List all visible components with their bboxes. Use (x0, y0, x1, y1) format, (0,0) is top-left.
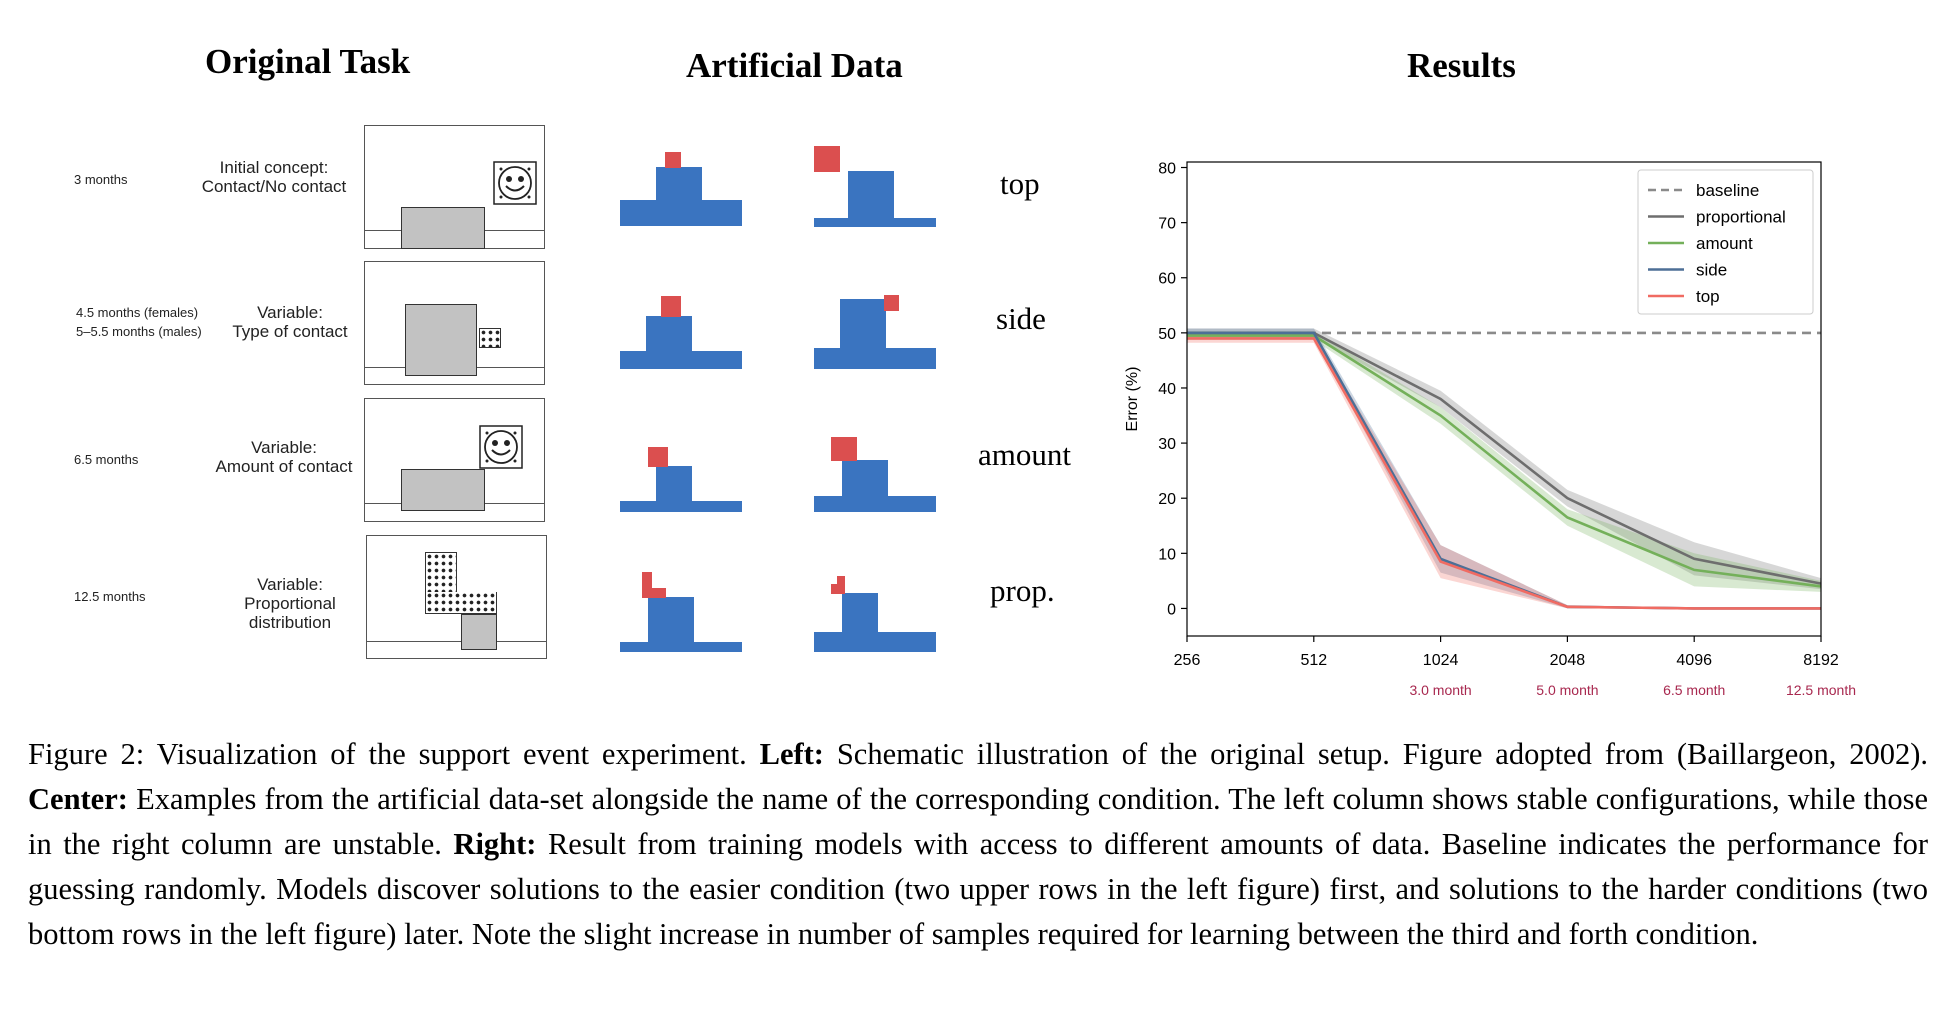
example-side-stable (620, 296, 742, 369)
caption-right-text: Result from training models with access … (28, 827, 1929, 951)
concept-label: Variable: Type of contact (220, 303, 360, 341)
age-label: 3 months (74, 170, 127, 189)
task-illustration-contact (364, 125, 545, 249)
concept-line: Amount of contact (215, 457, 353, 476)
box-block (401, 207, 485, 249)
age-label: 4.5 months (females) 5–5.5 months (males… (76, 303, 202, 341)
artificial-data-examples (620, 146, 936, 652)
caption-right-label: Right: (453, 827, 537, 861)
x-tick-label: 4096 (1676, 652, 1712, 669)
artificial-data-heading: Artificial Data (686, 46, 903, 85)
condition-label: side (996, 301, 1046, 336)
series-line-top (1187, 337, 1821, 610)
series-band-amount (1187, 331, 1821, 592)
y-tick-label: 10 (1158, 546, 1176, 563)
y-tick-label: 20 (1158, 491, 1176, 508)
concept-line: Variable: (257, 303, 323, 322)
clown-face-icon (479, 425, 523, 469)
example-prop-unstable (814, 576, 936, 652)
example-amount-unstable (814, 437, 936, 512)
box-block (461, 614, 497, 650)
y-tick-label: 80 (1158, 161, 1176, 178)
plot-frame (1186, 161, 1822, 637)
task-illustration-proportional (366, 535, 547, 659)
y-tick-label: 70 (1158, 216, 1176, 233)
concept-label: Variable: Amount of contact (208, 438, 360, 476)
x-tick-label: 1024 (1423, 652, 1459, 669)
example-amount-stable (620, 447, 742, 512)
y-tick-label: 0 (1167, 601, 1176, 618)
table-surface (367, 641, 546, 642)
age-line: 12.5 months (74, 589, 146, 604)
y-tick-label: 30 (1158, 436, 1176, 453)
task-illustration-amount (364, 398, 545, 522)
concept-line: Contact/No contact (201, 177, 347, 196)
figure-label: Figure 2: (28, 737, 145, 771)
caption-left-text: Schematic illustration of the original s… (836, 737, 1929, 771)
series-line-amount (1187, 334, 1822, 588)
patterned-block (425, 592, 497, 614)
y-axis-label: Error (%) (1124, 367, 1141, 432)
age-line: 3 months (74, 172, 128, 187)
age-line: 4.5 months (females) (76, 305, 199, 320)
example-side-unstable (814, 295, 936, 369)
legend-label-baseline: baseline (1696, 181, 1759, 200)
example-prop-stable (620, 572, 742, 652)
x-tick-label: 8192 (1803, 652, 1839, 669)
concept-line: Initial concept: (219, 158, 329, 177)
condition-label: amount (978, 437, 1071, 472)
concept-line: distribution (248, 613, 332, 632)
patterned-block (479, 328, 501, 348)
x-annotation-label: 12.5 month (1786, 682, 1856, 698)
concept-line: Proportional (244, 594, 336, 613)
results-heading: Results (1407, 46, 1516, 85)
caption-center-text: Examples from the artificial data-set al… (28, 782, 1929, 861)
y-tick-label: 60 (1158, 271, 1176, 288)
age-label: 12.5 months (74, 587, 146, 606)
legend-box (1637, 169, 1814, 315)
legend-label-amount: amount (1696, 234, 1753, 253)
concept-label: Initial concept: Contact/No contact (190, 158, 358, 196)
series-band-proportional (1187, 328, 1821, 590)
concept-line: Type of contact (232, 322, 348, 341)
age-label: 6.5 months (74, 450, 138, 469)
condition-label: top (1000, 166, 1040, 201)
condition-label: prop. (990, 573, 1055, 608)
x-tick-label: 2048 (1550, 652, 1586, 669)
x-annotation-label: 3.0 month (1409, 682, 1471, 698)
caption-center-label: Center: (28, 782, 128, 816)
chart-plot: 0 10 20 30 40 50 60 70 80 256 512 1024 2048 4096 8192 3… (1124, 161, 1856, 698)
caption-intro: Visualization of the support event exper… (156, 737, 747, 771)
age-line: 6.5 months (74, 452, 139, 467)
x-annotation-label: 6.5 month (1663, 682, 1725, 698)
box-block (405, 304, 477, 376)
example-top-unstable (814, 146, 936, 227)
concept-label: Variable: Proportional distribution (228, 575, 352, 632)
y-tick-label: 40 (1158, 381, 1176, 398)
clown-face-icon (493, 161, 537, 205)
x-tick-label: 256 (1174, 652, 1201, 669)
figure-caption: Figure 2: Visualization of the support e… (28, 732, 1928, 957)
x-annotation-label: 5.0 month (1536, 682, 1598, 698)
legend-label-side: side (1696, 261, 1727, 280)
legend-label-top: top (1696, 287, 1720, 306)
x-tick-label: 512 (1300, 652, 1327, 669)
results-chart: 0 10 20 30 40 50 60 70 80 256 512 1024 2048 4096 8192 3… (1124, 161, 1856, 698)
age-line: 5–5.5 months (males) (76, 324, 202, 339)
original-task-heading: Original Task (205, 42, 411, 81)
task-illustration-type (364, 261, 545, 385)
example-top-stable (620, 152, 742, 226)
concept-line: Variable: (251, 438, 317, 457)
legend-label-proportional: proportional (1696, 208, 1786, 227)
concept-line: Variable: (257, 575, 323, 594)
box-block (401, 469, 485, 511)
caption-left-label: Left: (759, 737, 824, 771)
y-tick-label: 50 (1158, 326, 1176, 343)
